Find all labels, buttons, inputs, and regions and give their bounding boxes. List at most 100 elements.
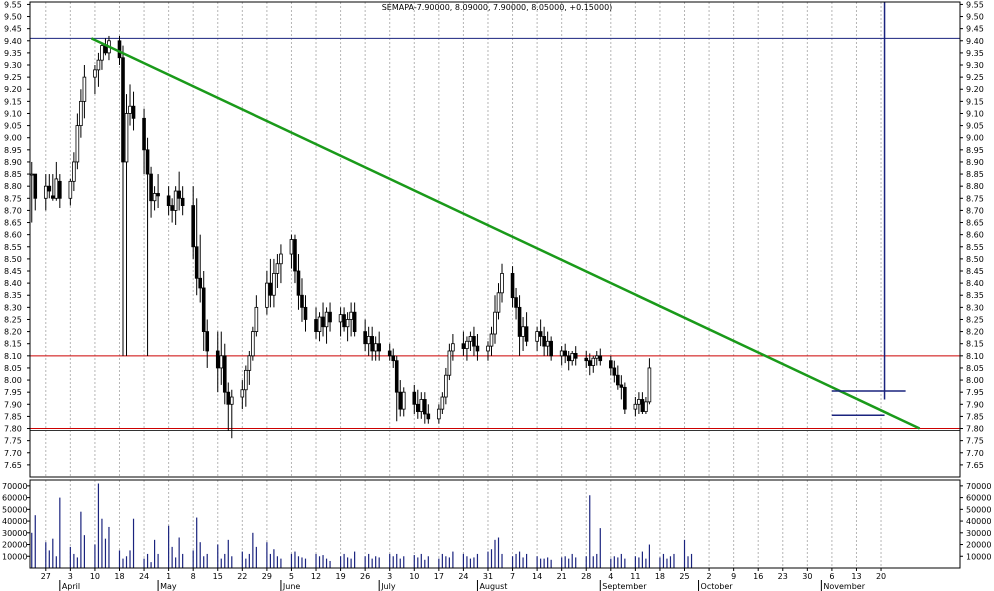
price-candles [29,35,652,439]
price-tick-label: 8.15 [4,340,22,349]
price-tick-label: 8.30 [966,303,984,312]
day-tick-label: 12 [311,572,321,581]
candle-body [328,311,332,323]
price-tick-label: 9.10 [4,109,22,118]
candle-body [173,190,178,211]
price-tick-label: 9.00 [966,134,984,143]
price-tick-label: 8.15 [966,340,984,349]
candle-body [58,180,62,199]
candle-body [616,374,620,386]
price-tick-label: 8.00 [4,376,22,385]
price-tick-label: 7.70 [966,449,984,458]
price-tick-label: 8.20 [4,328,22,337]
price-tick-label: 8.25 [966,315,984,324]
candle-body [338,314,343,323]
day-tick-label: 7 [510,572,515,581]
price-panel-frame [29,1,961,478]
day-tick-label: 26 [360,572,370,581]
day-tick-label: 17 [434,572,444,581]
candle-body [72,161,76,182]
candle-body [321,316,325,328]
day-tick-label: 23 [778,572,788,581]
candle-body [370,336,374,352]
candle-body [93,69,97,78]
price-tick-label: 8.65 [4,219,22,228]
price-tick-label: 8.50 [4,255,22,264]
day-tick-label: 11 [630,572,640,581]
candle-body [180,197,185,206]
candle-body [563,350,567,357]
candle-body [373,343,378,352]
candle-body [514,297,518,308]
candle-body [644,401,648,412]
candle-body [100,45,104,61]
candle-body [68,180,73,199]
price-tick-label: 8.35 [966,291,984,300]
price-tick-label: 9.00 [4,134,22,143]
price-tick-label: 8.30 [4,303,22,312]
price-tick-label: 9.30 [4,61,22,70]
price-tick-label: 8.50 [966,255,984,264]
candle-body [623,386,627,410]
price-tick-label: 7.85 [966,412,984,421]
day-tick-label: 13 [851,572,861,581]
candle-body [612,367,617,376]
candle-body [131,105,136,119]
candle-body [570,353,575,362]
price-tick-label: 7.80 [4,425,22,434]
price-tick-label: 7.70 [4,449,22,458]
trend-overlays [90,2,921,430]
price-tick-label: 8.80 [4,182,22,191]
candle-body [559,350,564,357]
price-tick-label: 8.00 [966,376,984,385]
candle-body [300,294,304,308]
month-label: August [479,582,507,591]
price-tick-label: 7.75 [966,437,984,446]
candle-body [296,270,301,296]
month-label: November [823,582,865,591]
candle-body [205,331,210,352]
price-tick-label: 8.75 [4,194,22,203]
candle-body [317,316,322,332]
volume-tick-label: 30000 [2,529,27,538]
candle-body [198,277,203,289]
candle-body [117,40,122,59]
candle-body [272,273,276,296]
price-tick-label: 9.45 [4,25,22,34]
candle-body [510,273,515,299]
price-tick-label: 8.85 [966,170,984,179]
candle-body [472,336,476,347]
candle-body [229,396,234,405]
candle-body [440,396,445,410]
candle-body [314,319,318,332]
candle-body [352,311,357,332]
candle-body [517,306,522,337]
day-tick-label: 18 [114,572,124,581]
candle-body [496,292,501,313]
candle-body [447,350,452,376]
price-tick-label: 9.30 [966,61,984,70]
price-tick-label: 8.90 [966,158,984,167]
volume-bars [31,483,693,568]
grid-lines [45,2,882,568]
candle-body [594,355,599,359]
day-tick-label: 9 [731,572,736,581]
candle-body [121,57,125,163]
price-axis-right: 7.65 7.70 7.75 7.80 7.85 7.90 7.95 8.00 8.05 8.10… [960,0,984,470]
candle-body [124,113,129,163]
candle-body [279,253,283,265]
price-tick-label: 8.40 [966,279,984,288]
price-tick-label: 9.55 [4,0,22,9]
candle-body [177,190,181,199]
candle-body [363,331,367,345]
candle-body [226,391,231,405]
candle-body [545,340,550,347]
candle-body [524,326,529,342]
volume-tick-label: 20000 [966,541,991,550]
candle-body [75,125,80,163]
candle-body [412,391,417,405]
candle-body [219,355,224,369]
date-axis: 27 3 10 18 24 1 8 15 22 29 5 12 19 26 3 10 17 24 31 7 14 21 28… [30,567,960,591]
day-tick-label: 5 [289,572,294,581]
